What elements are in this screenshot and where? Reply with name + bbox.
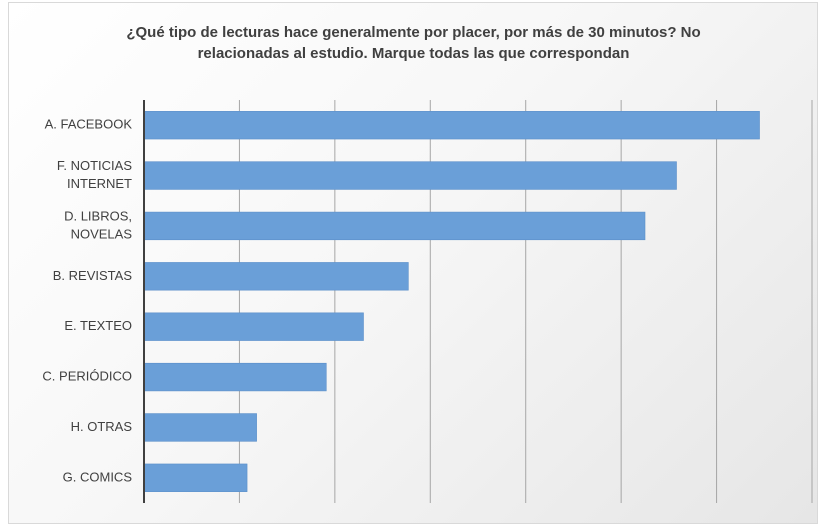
category-label: C. PERIÓDICO <box>42 369 132 384</box>
category-label: A. FACEBOOK <box>45 117 133 132</box>
chart-title-line-1: ¿Qué tipo de lecturas hace generalmente … <box>126 24 701 41</box>
bar <box>143 362 327 392</box>
category-label: D. LIBROS, <box>64 208 132 223</box>
category-label: E. TEXTEO <box>64 318 132 333</box>
chart-title: ¿Qué tipo de lecturas hace generalmente … <box>0 22 827 64</box>
bar <box>143 262 409 291</box>
category-label: H. OTRAS <box>71 419 133 434</box>
gridlines <box>238 100 813 503</box>
chart-title-line-2: relacionadas al estudio. Marque todas la… <box>197 45 630 62</box>
bar <box>143 211 646 241</box>
bar <box>143 312 364 341</box>
bar <box>143 161 677 190</box>
category-labels: A. FACEBOOK F. NOTICIAS INTERNET D. LIBROS,… <box>42 117 132 485</box>
bar <box>143 413 257 442</box>
category-label: NOVELAS <box>71 226 133 241</box>
bar <box>143 463 248 492</box>
category-label: F. NOTICIAS <box>57 158 132 173</box>
bars <box>143 111 760 492</box>
category-label: G. COMICS <box>63 469 133 484</box>
bar <box>143 111 760 140</box>
category-label: B. REVISTAS <box>53 268 133 283</box>
category-label: INTERNET <box>67 176 132 191</box>
